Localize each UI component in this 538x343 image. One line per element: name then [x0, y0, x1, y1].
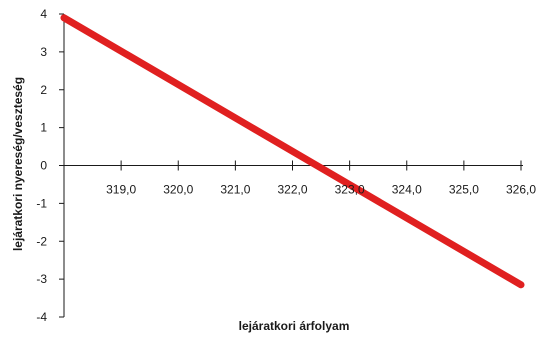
x-tick-label: 324,0 — [392, 183, 422, 197]
x-tick-label: 319,0 — [106, 183, 136, 197]
y-tick-label: -2 — [36, 234, 47, 248]
y-tick-label: 2 — [40, 83, 47, 97]
x-tick-label: 323,0 — [335, 183, 365, 197]
series-layer — [60, 14, 525, 289]
y-tick-label: 1 — [40, 121, 47, 135]
axes-layer — [59, 13, 523, 318]
x-tick-label: 321,0 — [220, 183, 250, 197]
y-tick-label: -1 — [36, 196, 47, 210]
y-tick-label: -3 — [36, 272, 47, 286]
y-tick-label: 3 — [40, 45, 47, 59]
y-axis-title: lejáratkori nyereség/veszteség — [11, 77, 25, 251]
series-line — [60, 14, 525, 289]
x-tick-label: 320,0 — [163, 183, 193, 197]
x-tick-label: 322,0 — [277, 183, 307, 197]
x-axis-title: lejáratkori árfolyam — [239, 319, 350, 333]
x-tick-label: 325,0 — [449, 183, 479, 197]
y-tick-label: 4 — [40, 7, 47, 21]
labels-layer: 4 3 2 1 0 -1 -2 -3 -4 319,0 320,0 321,0 322,0 323,0 32… — [36, 7, 536, 324]
y-tick-label: 0 — [40, 159, 47, 173]
x-tick-label: 326,0 — [506, 183, 536, 197]
y-tick-label: -4 — [36, 310, 47, 324]
